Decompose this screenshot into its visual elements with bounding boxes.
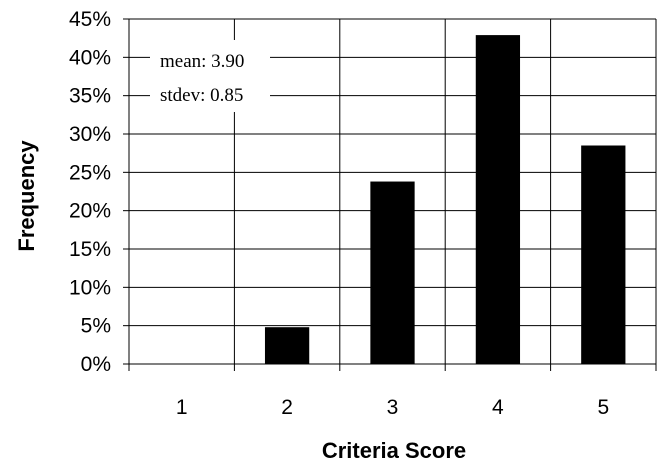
y-tick-label: 25% <box>69 161 111 184</box>
y-tick-label: 15% <box>69 238 111 261</box>
y-tick-label: 5% <box>81 315 111 338</box>
annotation-mean: mean: 3.90 <box>160 51 244 72</box>
bar-4 <box>475 35 521 364</box>
bar-2 <box>264 327 310 364</box>
y-axis-ticks: 0% 5% 10% 15% 20% 25% 30% 35% 40% 45% <box>69 8 129 376</box>
bar-3 <box>370 181 415 364</box>
gridlines <box>129 18 657 364</box>
bar-5 <box>581 145 626 364</box>
annotation-stdev: stdev: 0.85 <box>160 85 243 106</box>
y-tick-label: 30% <box>69 123 111 146</box>
y-axis-title: Frequency <box>14 140 39 252</box>
y-tick-label: 10% <box>69 276 111 299</box>
x-tick-label: 2 <box>281 396 293 419</box>
annotation-box <box>150 40 270 112</box>
y-tick-label: 35% <box>69 85 111 108</box>
x-tick-label: 4 <box>492 396 504 419</box>
y-tick-label: 45% <box>69 8 111 31</box>
x-tick-label: 3 <box>387 396 399 419</box>
y-tick-label: 40% <box>69 46 111 69</box>
x-axis-ticks: 1 2 3 4 5 <box>128 364 657 419</box>
x-tick-label: 5 <box>597 396 609 419</box>
axes <box>128 19 656 365</box>
bars <box>264 35 626 364</box>
x-tick-label: 1 <box>176 396 188 419</box>
y-tick-label: 0% <box>81 353 111 376</box>
x-axis-title: Criteria Score <box>322 438 466 463</box>
y-tick-label: 20% <box>69 200 111 223</box>
